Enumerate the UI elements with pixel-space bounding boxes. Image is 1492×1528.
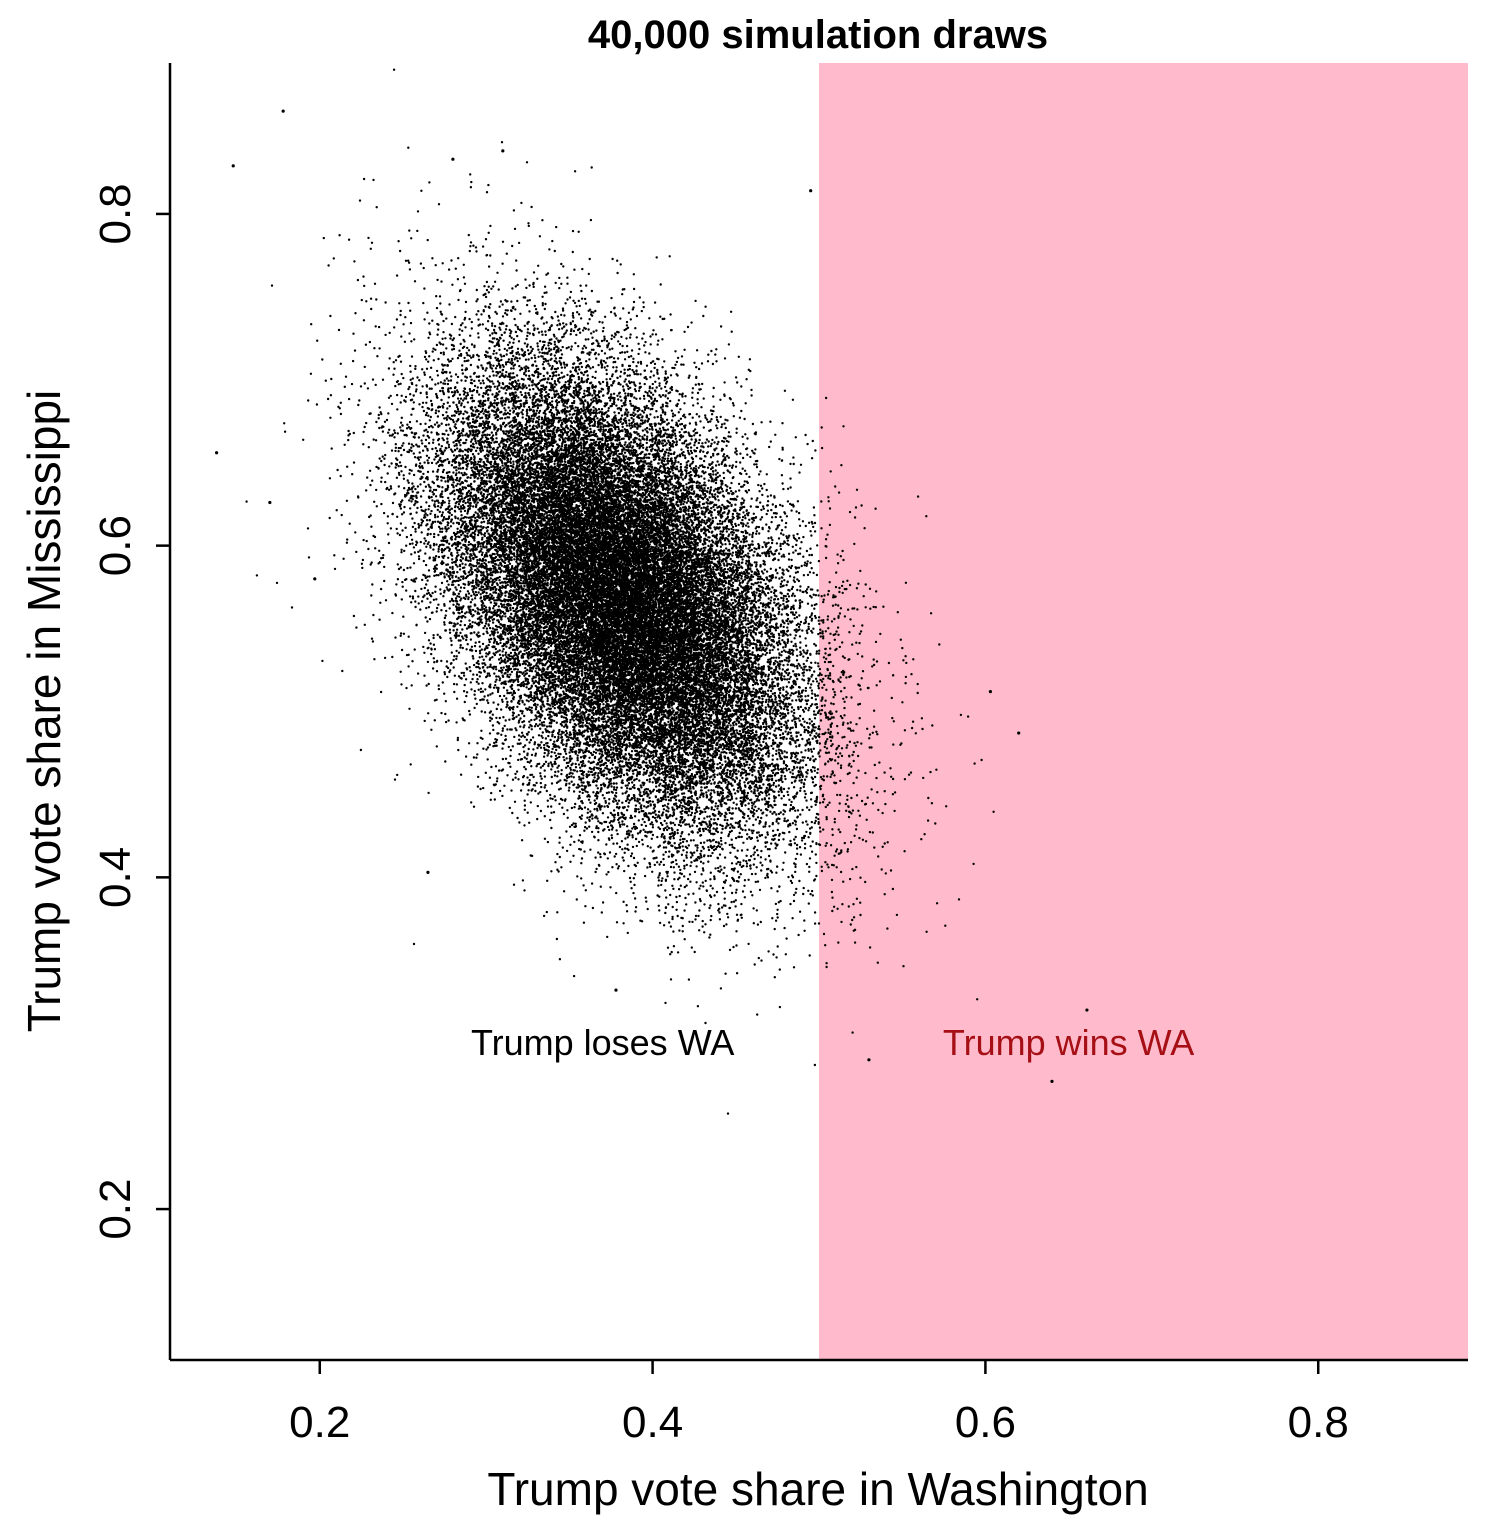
trump-wins-wa-region: [819, 63, 1468, 1360]
outlier-point: [988, 689, 993, 694]
outlier-point: [313, 577, 317, 581]
simulation-draws: [245, 68, 995, 1115]
outlier-point: [1050, 1079, 1054, 1083]
outlier-point: [281, 109, 285, 113]
outlier-point: [614, 988, 618, 992]
x-tick-label: 0.8: [1288, 1398, 1349, 1447]
x-tick-label: 0.4: [622, 1398, 683, 1447]
x-tick-label: 0.6: [955, 1398, 1016, 1447]
x-axis-label: Trump vote share in Washington: [487, 1463, 1148, 1515]
y-tick-label: 0.8: [91, 183, 140, 244]
outlier-point: [1085, 1008, 1089, 1012]
y-tick-label: 0.6: [91, 515, 140, 576]
y-tick-label: 0.2: [91, 1178, 140, 1239]
region-annotations: Trump loses WA Trump wins WA: [471, 1022, 1194, 1063]
y-tick-label: 0.4: [91, 847, 140, 908]
outlier-point: [867, 1058, 871, 1062]
outlier-point: [268, 500, 272, 505]
outlier-point: [231, 164, 235, 168]
y-axis-label: Trump vote share in Mississippi: [18, 390, 70, 1033]
outlier-point: [501, 149, 505, 153]
x-tick-label: 0.2: [289, 1398, 350, 1447]
trump-loses-wa-label: Trump loses WA: [471, 1022, 734, 1063]
outlier-point: [451, 157, 455, 161]
scatter-points: [214, 68, 1089, 1115]
chart-title: 40,000 simulation draws: [588, 13, 1048, 57]
axes: 0.2 0.4 0.6 0.8 0.2 0.4 0.6 0.8: [91, 63, 1468, 1447]
outlier-point: [426, 870, 430, 874]
outlier-point: [214, 451, 219, 455]
outlier-point: [809, 189, 813, 193]
trump-wins-wa-label: Trump wins WA: [943, 1022, 1194, 1063]
outlier-point: [1017, 731, 1021, 735]
